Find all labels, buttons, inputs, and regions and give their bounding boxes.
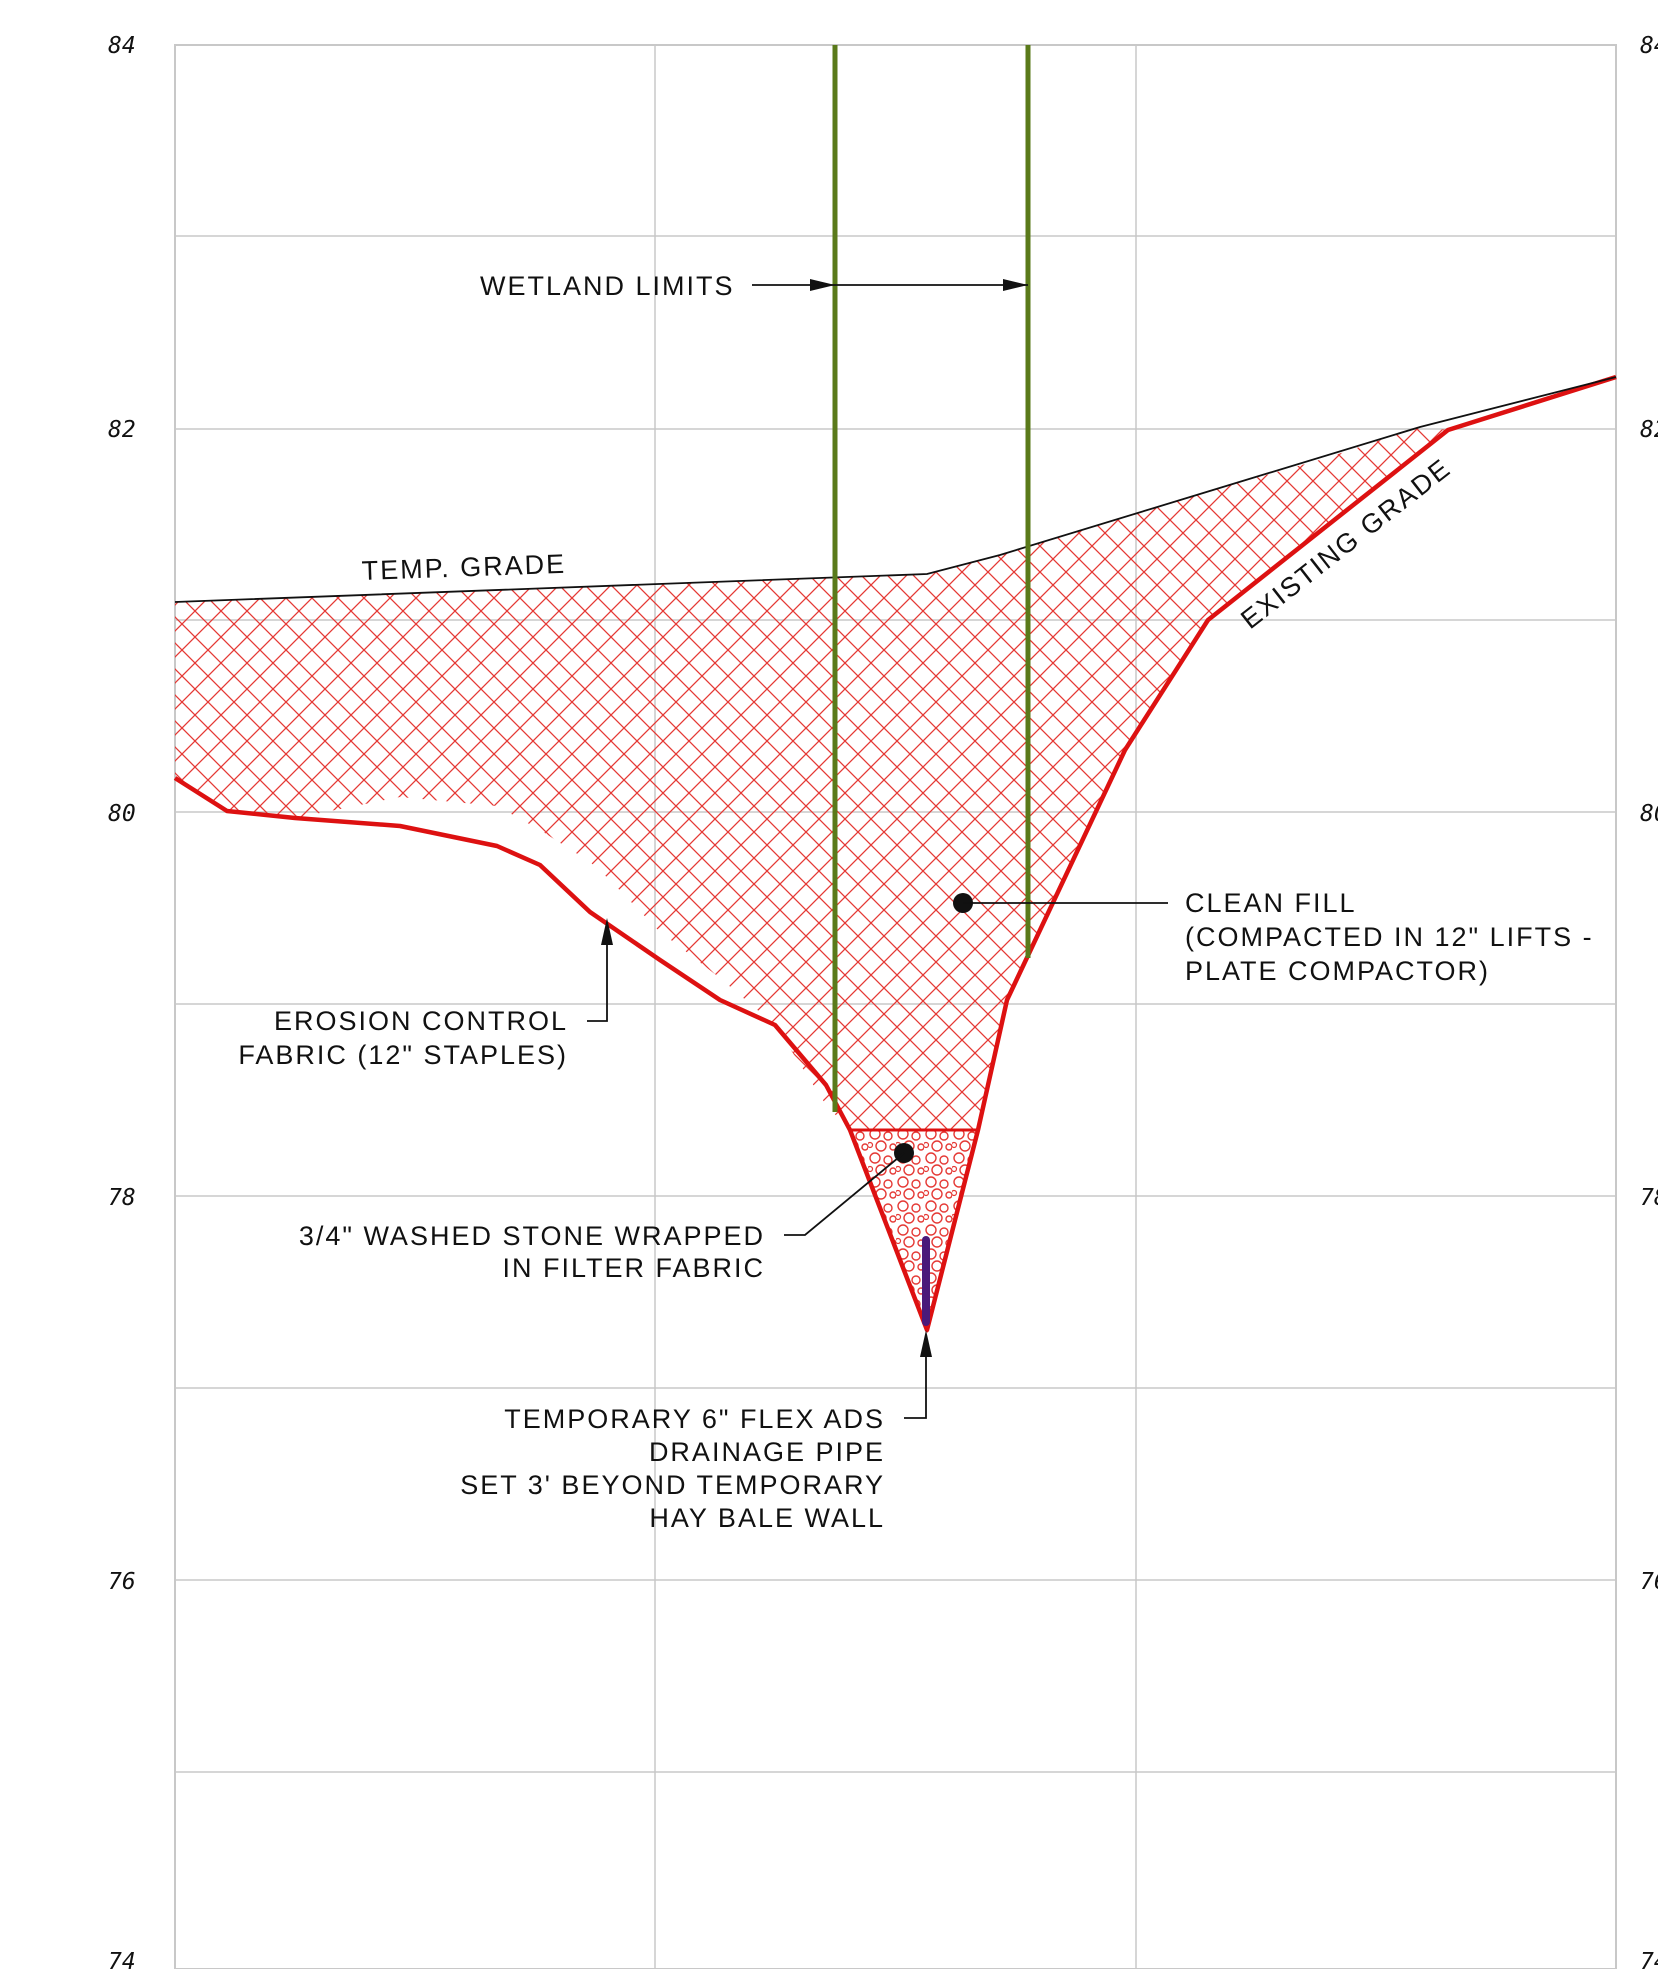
drainage-pipe-line-1: TEMPORARY 6" FLEX ADS bbox=[504, 1404, 885, 1434]
clean-fill-line-2: (COMPACTED IN 12" LIFTS - bbox=[1185, 922, 1594, 952]
elevation-labels-left: 84 82 80 78 76 74 bbox=[108, 33, 136, 1969]
clean-fill-area bbox=[175, 427, 1448, 1130]
elevation-labels-right: 84 82 80 78 76 74 bbox=[1640, 33, 1658, 1969]
elevation-label: 82 bbox=[1640, 417, 1658, 443]
clean-fill-callout: CLEAN FILL (COMPACTED IN 12" LIFTS - PLA… bbox=[953, 888, 1594, 986]
elevation-label: 74 bbox=[108, 1949, 136, 1969]
elevation-label: 80 bbox=[1640, 801, 1658, 827]
elevation-label: 76 bbox=[1640, 1569, 1658, 1595]
drainage-pipe-line-3: SET 3' BEYOND TEMPORARY bbox=[460, 1470, 885, 1500]
elevation-label: 84 bbox=[108, 33, 136, 59]
elevation-label: 82 bbox=[108, 417, 136, 443]
drainage-pipe-line-4: HAY BALE WALL bbox=[649, 1503, 885, 1533]
elevation-label: 80 bbox=[108, 801, 136, 827]
elevation-label: 78 bbox=[108, 1185, 136, 1211]
drainage-pipe-callout: TEMPORARY 6" FLEX ADS DRAINAGE PIPE SET … bbox=[460, 1330, 932, 1533]
elevation-label: 84 bbox=[1640, 33, 1658, 59]
erosion-control-line-2: FABRIC (12" STAPLES) bbox=[238, 1040, 568, 1070]
wetland-limits-label: WETLAND LIMITS bbox=[480, 271, 735, 301]
erosion-control-line-1: EROSION CONTROL bbox=[274, 1006, 568, 1036]
elevation-label: 76 bbox=[108, 1569, 136, 1595]
washed-stone-line-1: 3/4" WASHED STONE WRAPPED bbox=[299, 1221, 765, 1251]
clean-fill-line-1: CLEAN FILL bbox=[1185, 888, 1357, 918]
temp-grade-line bbox=[174, 376, 1617, 603]
drainage-pipe-line-2: DRAINAGE PIPE bbox=[649, 1437, 885, 1467]
washed-stone-line-2: IN FILTER FABRIC bbox=[502, 1253, 765, 1283]
wetland-limits-callout: WETLAND LIMITS bbox=[480, 271, 1028, 301]
erosion-control-callout: EROSION CONTROL FABRIC (12" STAPLES) bbox=[238, 918, 613, 1070]
clean-fill-line-3: PLATE COMPACTOR) bbox=[1185, 956, 1490, 986]
existing-grade-line bbox=[173, 374, 1617, 1333]
elevation-label: 74 bbox=[1640, 1949, 1658, 1969]
elevation-label: 78 bbox=[1640, 1185, 1658, 1211]
washed-stone-callout: 3/4" WASHED STONE WRAPPED IN FILTER FABR… bbox=[299, 1143, 914, 1283]
temp-grade-label: TEMP. GRADE bbox=[361, 549, 566, 586]
